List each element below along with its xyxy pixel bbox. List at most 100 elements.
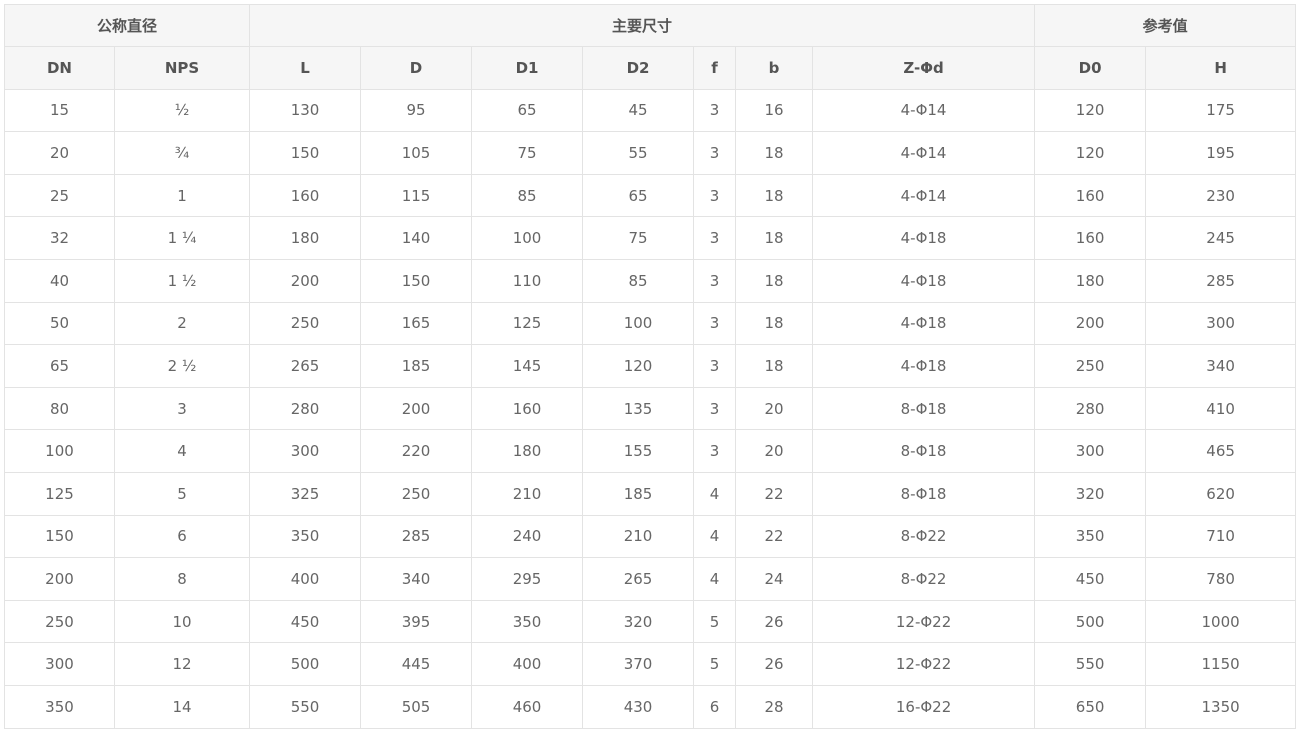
column-header: D1 bbox=[471, 46, 584, 90]
table-cell: ¾ bbox=[113, 131, 251, 175]
table-cell: 210 bbox=[582, 514, 695, 559]
table-cell: 400 bbox=[471, 642, 584, 686]
table-cell: 450 bbox=[1034, 557, 1147, 601]
table-cell: 3 bbox=[113, 386, 251, 431]
table-cell: 180 bbox=[249, 216, 362, 260]
table-cell: 3 bbox=[693, 344, 737, 388]
column-header: H bbox=[1145, 46, 1297, 90]
table-cell: 160 bbox=[1034, 216, 1147, 260]
group-header: 公称直径 bbox=[3, 4, 251, 47]
table-cell: 160 bbox=[471, 386, 584, 431]
table-cell: 100 bbox=[582, 301, 695, 346]
table-cell: 280 bbox=[1034, 386, 1147, 431]
table-cell: 220 bbox=[360, 429, 473, 473]
table-cell: 350 bbox=[1034, 514, 1147, 559]
table-cell: 16-Φ22 bbox=[812, 684, 1036, 729]
table-cell: 450 bbox=[249, 599, 362, 644]
table-cell: 140 bbox=[360, 216, 473, 260]
table-cell: 180 bbox=[471, 429, 584, 473]
table-cell: 24 bbox=[735, 557, 814, 601]
column-header: f bbox=[693, 46, 737, 90]
table-cell: 55 bbox=[582, 131, 695, 175]
table-cell: 1150 bbox=[1145, 642, 1297, 686]
table-cell: 340 bbox=[1145, 344, 1297, 388]
table-cell: 85 bbox=[582, 258, 695, 303]
table-cell: 4-Φ18 bbox=[812, 301, 1036, 346]
table-cell: 8-Φ22 bbox=[812, 514, 1036, 559]
table-cell: 4 bbox=[693, 557, 737, 601]
table-cell: 3 bbox=[693, 301, 737, 346]
table-cell: 4-Φ14 bbox=[812, 173, 1036, 218]
table-cell: 5 bbox=[693, 642, 737, 686]
table-cell: 3 bbox=[693, 258, 737, 303]
table-cell: 300 bbox=[249, 429, 362, 473]
table-cell: 3 bbox=[693, 173, 737, 218]
table-cell: 4-Φ18 bbox=[812, 216, 1036, 260]
table-cell: 395 bbox=[360, 599, 473, 644]
table-cell: 65 bbox=[4, 344, 115, 388]
table-cell: 500 bbox=[1034, 599, 1147, 644]
table-cell: 50 bbox=[4, 301, 115, 346]
table-row: 300 12 500 445 400 370 5 26 12-Φ22 550 1150 bbox=[4, 642, 1297, 686]
table-cell: 95 bbox=[360, 88, 473, 133]
table-cell: 8 bbox=[113, 557, 251, 601]
table-cell: 8-Φ22 bbox=[812, 557, 1036, 601]
table-cell: 65 bbox=[582, 173, 695, 218]
table-cell: 265 bbox=[582, 557, 695, 601]
table-cell: 550 bbox=[249, 684, 362, 729]
table-row: 200 8 400 340 295 265 4 24 8-Φ22 450 780 bbox=[4, 557, 1297, 601]
table-cell: 40 bbox=[4, 258, 115, 303]
dimensions-table: 公称直径 主要尺寸 参考值 DN NPS L D D1 D2 f b Z-Φd D0 H 15 ½ 130 9… bbox=[3, 4, 1297, 729]
table-cell: 240 bbox=[471, 514, 584, 559]
table-cell: 145 bbox=[471, 344, 584, 388]
table-cell: 300 bbox=[1034, 429, 1147, 473]
column-header: b bbox=[735, 46, 814, 90]
table-cell: 1 bbox=[113, 173, 251, 218]
column-header: Z-Φd bbox=[812, 46, 1036, 90]
column-header: D0 bbox=[1034, 46, 1147, 90]
table-cell: 4 bbox=[693, 471, 737, 516]
column-header: NPS bbox=[113, 46, 251, 90]
table-cell: 8-Φ18 bbox=[812, 471, 1036, 516]
table-cell: 1 ½ bbox=[113, 258, 251, 303]
table-cell: 110 bbox=[471, 258, 584, 303]
table-cell: 6 bbox=[113, 514, 251, 559]
table-row: 80 3 280 200 160 135 3 20 8-Φ18 280 410 bbox=[4, 386, 1297, 431]
table-cell: 18 bbox=[735, 344, 814, 388]
table-cell: 230 bbox=[1145, 173, 1297, 218]
table-cell: 125 bbox=[471, 301, 584, 346]
table-cell: 115 bbox=[360, 173, 473, 218]
table-cell: 120 bbox=[1034, 131, 1147, 175]
table-cell: 20 bbox=[735, 429, 814, 473]
table-cell: 710 bbox=[1145, 514, 1297, 559]
table-cell: 155 bbox=[582, 429, 695, 473]
table-cell: 185 bbox=[582, 471, 695, 516]
table-cell: 400 bbox=[249, 557, 362, 601]
table-cell: 28 bbox=[735, 684, 814, 729]
table-cell: 22 bbox=[735, 471, 814, 516]
table-row: 65 2 ½ 265 185 145 120 3 18 4-Φ18 250 340 bbox=[4, 344, 1297, 388]
table-cell: 22 bbox=[735, 514, 814, 559]
table-cell: 350 bbox=[471, 599, 584, 644]
table-cell: 18 bbox=[735, 173, 814, 218]
table-cell: 180 bbox=[1034, 258, 1147, 303]
table-row: 100 4 300 220 180 155 3 20 8-Φ18 300 465 bbox=[4, 429, 1297, 473]
table-cell: 3 bbox=[693, 429, 737, 473]
table-cell: 18 bbox=[735, 131, 814, 175]
table-cell: 4-Φ14 bbox=[812, 131, 1036, 175]
table-row: 40 1 ½ 200 150 110 85 3 18 4-Φ18 180 285 bbox=[4, 258, 1297, 303]
table-cell: 4 bbox=[113, 429, 251, 473]
table-cell: 4 bbox=[693, 514, 737, 559]
table-cell: 195 bbox=[1145, 131, 1297, 175]
table-row: 125 5 325 250 210 185 4 22 8-Φ18 320 620 bbox=[4, 471, 1297, 516]
table-cell: 285 bbox=[1145, 258, 1297, 303]
table-cell: 505 bbox=[360, 684, 473, 729]
table-cell: 130 bbox=[249, 88, 362, 133]
table-cell: 20 bbox=[735, 386, 814, 431]
table-cell: 75 bbox=[582, 216, 695, 260]
table-cell: 250 bbox=[360, 471, 473, 516]
table-cell: 780 bbox=[1145, 557, 1297, 601]
table-cell: 125 bbox=[4, 471, 115, 516]
table-cell: 3 bbox=[693, 216, 737, 260]
table-cell: 350 bbox=[4, 684, 115, 729]
